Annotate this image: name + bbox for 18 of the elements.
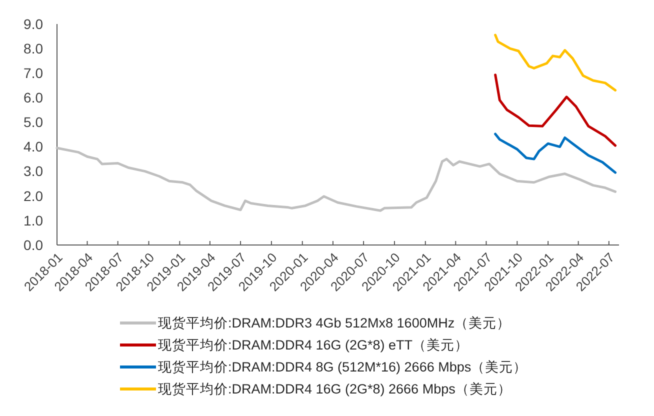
y-tick-label: 5.0 [24,114,44,130]
line-series [56,146,617,212]
y-tick-label: 6.0 [24,90,44,106]
y-tick-label: 4.0 [24,138,44,155]
line-series [494,74,617,147]
y-tick-label: 1.0 [24,212,44,228]
legend-label: 现货平均价:DRAM:DDR3 4Gb 512Mx8 1600MHz（美元） [158,316,511,331]
line-series [494,132,617,174]
y-tick-label: 8.0 [24,40,44,56]
y-tick-label: 2.0 [24,188,44,204]
legend-label: 现货平均价:DRAM:DDR4 16G (2G*8) eTT（美元） [158,338,469,353]
line-series [494,34,617,92]
y-tick-label: 7.0 [24,65,44,82]
legend-label: 现货平均价:DRAM:DDR4 16G (2G*8) 2666 Mbps（美元） [158,382,512,397]
y-tick-label: 9.0 [24,16,44,32]
y-tick-label: 3.0 [24,163,44,180]
legend-label: 现货平均价:DRAM:DDR4 8G (512M*16) 2666 Mbps（美元） [158,360,528,375]
y-tick-label: 0.0 [24,236,44,253]
